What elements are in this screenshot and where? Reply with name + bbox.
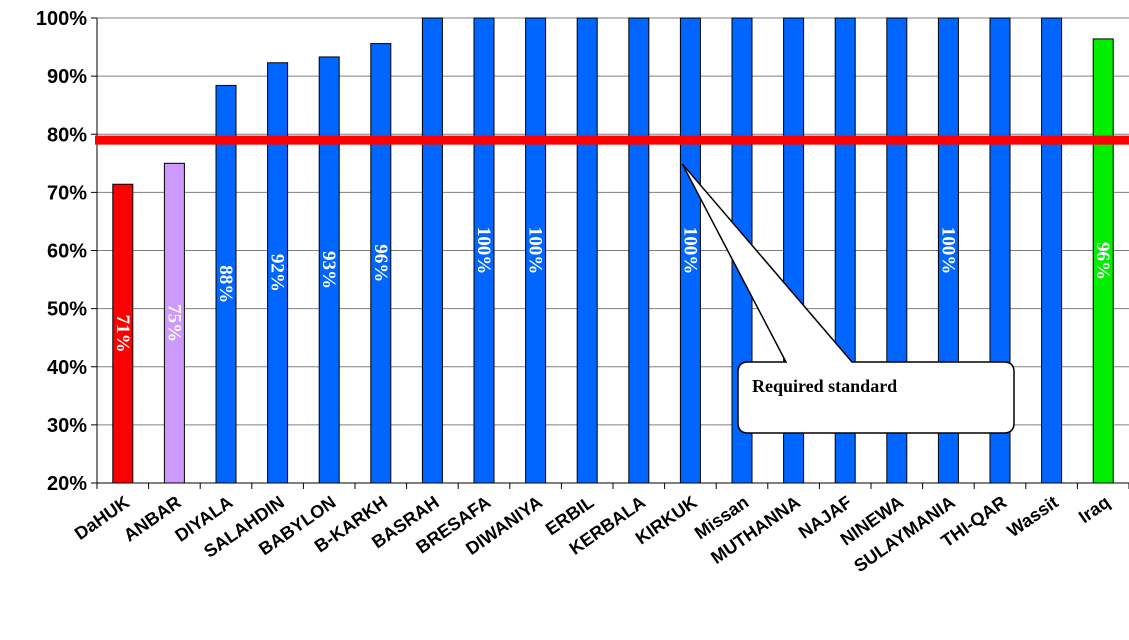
x-axis: DaHUKANBARDIYALASALAHDINBABYLONB-KARKHBA…	[71, 482, 1129, 576]
data-label: 92%	[267, 254, 288, 292]
y-tick-label: 50%	[47, 299, 87, 321]
bar	[628, 17, 650, 484]
data-label: 75%	[163, 304, 184, 342]
data-label: 100%	[473, 227, 494, 275]
x-tick-label: MUTHANNA	[707, 492, 804, 568]
data-label: 100%	[937, 227, 958, 275]
y-tick-label: 40%	[47, 357, 87, 379]
data-label: 88%	[215, 265, 236, 303]
data-label: 100%	[525, 227, 546, 275]
x-tick-label: Iraq	[1075, 492, 1114, 527]
data-label: 93%	[318, 251, 339, 289]
y-tick-label: 20%	[47, 473, 87, 495]
y-tick-label: 70%	[47, 182, 87, 204]
y-tick-label: 80%	[47, 124, 87, 146]
callout-label: Required standard	[752, 376, 897, 396]
bar	[576, 17, 598, 484]
x-tick-label: ANBAR	[120, 492, 185, 546]
data-label: 96%	[370, 244, 391, 282]
y-axis: 20% 30% 40% 50% 60% 70% 80% 90% 100%	[36, 8, 98, 495]
callout-box	[681, 163, 1015, 434]
bars	[112, 17, 1114, 484]
annotation-callout: Required standard	[681, 163, 1015, 434]
y-tick-label: 60%	[47, 241, 87, 263]
data-labels: 71% 75% 88% 92% 93% 96% 100% 100% 100% 100% 96%	[112, 227, 1113, 353]
bar	[421, 17, 443, 484]
data-label: 71%	[112, 315, 133, 353]
bar	[1041, 17, 1063, 484]
y-tick-label: 90%	[47, 66, 87, 88]
x-tick-label: Wassit	[1003, 492, 1061, 541]
data-label: 100%	[679, 227, 700, 275]
data-label: 96%	[1092, 242, 1113, 280]
y-tick-label: 100%	[36, 8, 87, 30]
y-tick-label: 30%	[47, 415, 87, 437]
